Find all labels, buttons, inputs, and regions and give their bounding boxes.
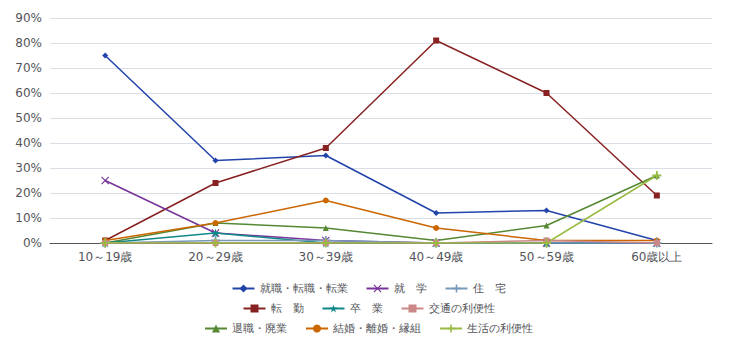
svg-text:就職・転職・転業: 就職・転職・転業 (260, 282, 348, 295)
svg-text:0%: 0% (23, 236, 42, 250)
svg-text:退職・廃業: 退職・廃業 (232, 322, 287, 335)
svg-text:60歳以上: 60歳以上 (631, 250, 682, 264)
svg-text:10～19歳: 10～19歳 (78, 250, 133, 264)
svg-text:90%: 90% (15, 11, 42, 25)
svg-text:卒 業: 卒 業 (350, 302, 383, 315)
svg-text:結婚・離婚・縁組: 結婚・離婚・縁組 (332, 322, 421, 335)
svg-text:転 勤: 転 勤 (271, 302, 304, 315)
svg-text:50%: 50% (15, 111, 42, 125)
svg-text:60%: 60% (15, 86, 42, 100)
svg-text:40～49歳: 40～49歳 (409, 250, 464, 264)
svg-text:20～29歳: 20～29歳 (188, 250, 243, 264)
svg-text:40%: 40% (15, 136, 42, 150)
svg-text:30%: 30% (15, 161, 42, 175)
svg-text:10%: 10% (15, 211, 42, 225)
svg-text:生活の利便性: 生活の利便性 (467, 322, 533, 335)
svg-text:30～39歳: 30～39歳 (299, 250, 354, 264)
svg-text:交通の利便性: 交通の利便性 (429, 302, 495, 315)
svg-text:80%: 80% (15, 36, 42, 50)
svg-text:20%: 20% (15, 186, 42, 200)
svg-text:就 学: 就 学 (394, 282, 427, 295)
svg-text:住 宅: 住 宅 (473, 282, 506, 295)
svg-text:50～59歳: 50～59歳 (519, 250, 574, 264)
svg-text:70%: 70% (15, 61, 42, 75)
